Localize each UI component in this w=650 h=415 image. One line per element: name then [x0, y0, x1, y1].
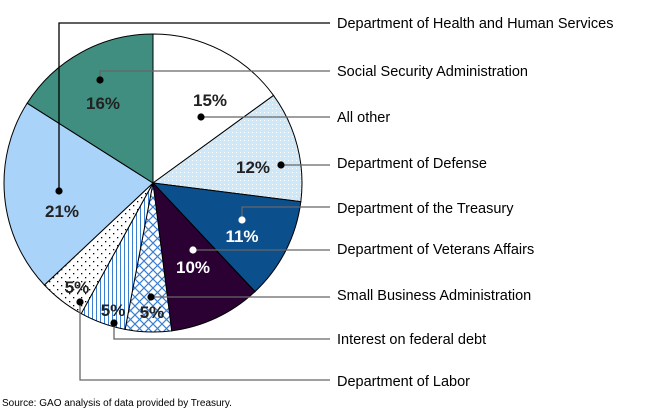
category-label-3: Department of Veterans Affairs	[337, 242, 534, 258]
leader-dot-3	[189, 246, 197, 254]
category-label-6: Department of Labor	[337, 374, 470, 390]
pie-slice-1	[151, 94, 303, 203]
data-label-4: 5%	[140, 303, 165, 322]
data-label-3: 10%	[176, 258, 210, 277]
pie-slice-7	[3, 102, 154, 286]
leader-dot-8	[96, 76, 104, 84]
category-label-2: Department of the Treasury	[337, 201, 514, 217]
data-label-8: 16%	[86, 94, 120, 113]
leader-dot-5	[110, 319, 118, 327]
data-label-2: 11%	[225, 227, 258, 246]
data-label-7: 21%	[45, 202, 79, 221]
leader-line-5	[113, 323, 330, 340]
pie-slice-3	[152, 181, 256, 332]
data-label-1: 12%	[236, 158, 270, 177]
leader-dot-7	[55, 187, 63, 195]
category-label-1: Department of Defense	[337, 156, 487, 172]
category-label-4: Small Business Administration	[337, 288, 531, 304]
data-label-5: 5%	[101, 301, 126, 320]
leader-dot-0	[197, 113, 205, 121]
category-label-7: Department of Health and Human Services	[337, 16, 613, 32]
leader-dot-1	[277, 161, 285, 169]
leader-dot-4	[147, 293, 155, 301]
category-label-5: Interest on federal debt	[337, 332, 486, 348]
leader-line-2	[241, 206, 330, 220]
leader-line-6	[79, 302, 330, 381]
source-note: Source: GAO analysis of data provided by…	[2, 398, 232, 409]
category-label-0: All other	[337, 110, 390, 126]
leader-dot-2	[238, 216, 246, 224]
category-label-8: Social Security Administration	[337, 64, 528, 80]
leader-dot-6	[76, 298, 84, 306]
data-label-6: 5%	[65, 278, 90, 297]
data-label-0: 15%	[193, 91, 227, 110]
leader-line-7	[58, 22, 330, 191]
